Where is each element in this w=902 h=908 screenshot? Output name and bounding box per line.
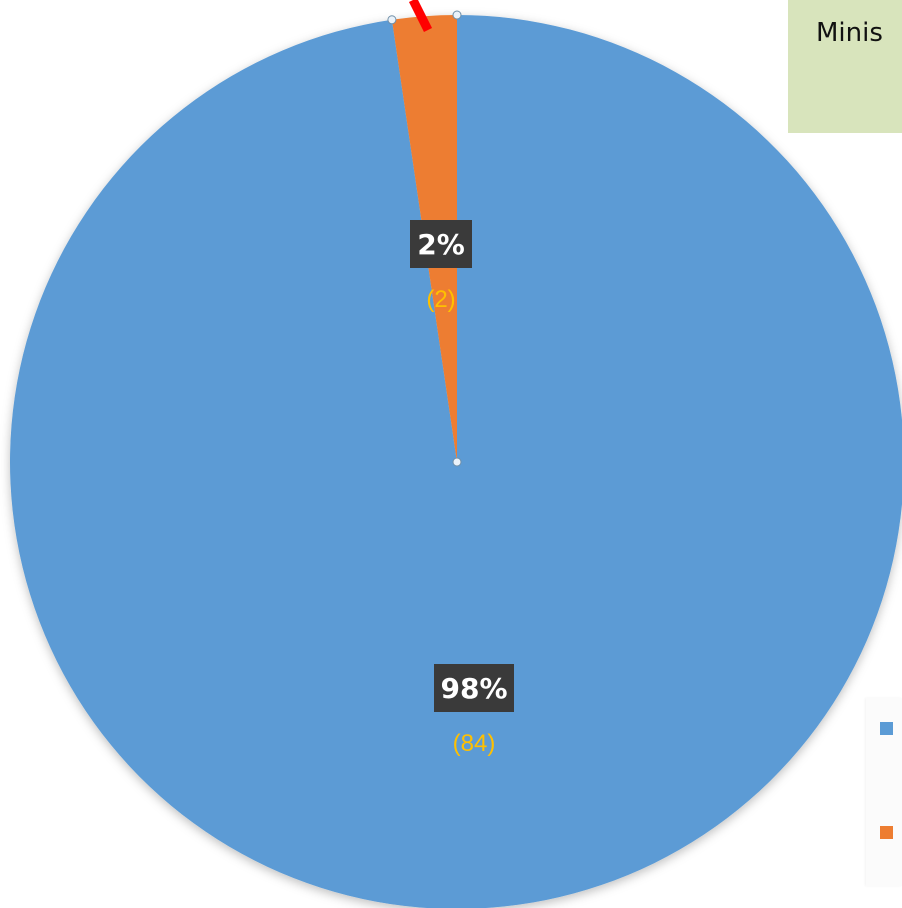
selection-handle-3[interactable] bbox=[387, 15, 397, 25]
data-label-count-1: (84) bbox=[453, 730, 496, 757]
data-label-box-2 bbox=[410, 220, 472, 268]
data-label-count-2: (2) bbox=[426, 286, 455, 313]
selection-handle-2[interactable] bbox=[452, 10, 462, 20]
data-label-percent-2: 2% bbox=[417, 228, 465, 261]
annotation-text: Minis bbox=[816, 18, 883, 48]
data-label-box-1 bbox=[434, 664, 514, 712]
annotation-pointer bbox=[408, 0, 433, 33]
legend-swatch-2 bbox=[880, 826, 893, 839]
annotation-box[interactable]: Minis bbox=[788, 0, 902, 133]
legend-swatch-1 bbox=[880, 722, 893, 735]
data-label-percent-1: 98% bbox=[440, 672, 507, 705]
selection-handle-1[interactable] bbox=[452, 457, 462, 467]
